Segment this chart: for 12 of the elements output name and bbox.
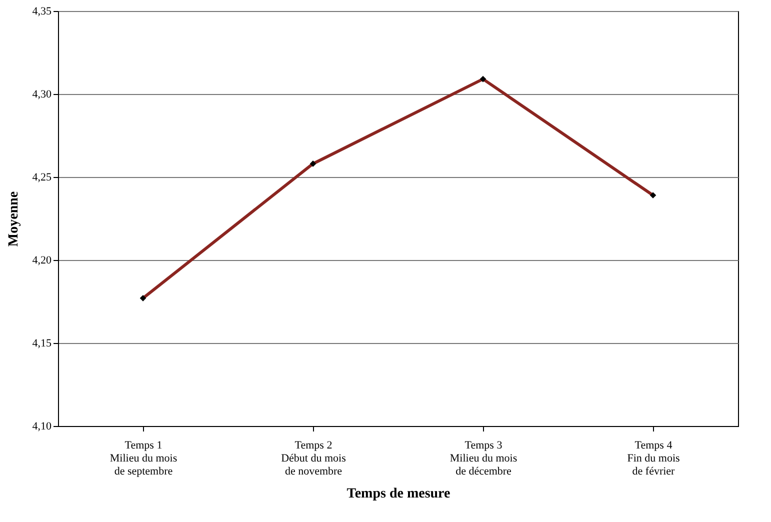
y-tick-label: 4,25	[32, 172, 52, 184]
x-tick-label: Temps 4 Fin du mois de février	[627, 440, 680, 478]
y-tick-label: 4,30	[32, 88, 52, 100]
x-tick-label: Temps 3 Milieu du mois de décembre	[450, 440, 518, 478]
y-tick-label: 4,35	[32, 6, 52, 18]
y-tick-label: 4,20	[32, 254, 52, 266]
x-tick-label: Temps 2 Début du mois de novembre	[281, 440, 346, 478]
x-tick-label: Temps 1 Milieu du mois de septembre	[110, 440, 178, 478]
y-tick-label: 4,15	[32, 338, 52, 350]
x-axis-title: Temps de mesure	[346, 486, 450, 502]
y-axis-title: Moyenne	[6, 191, 22, 247]
y-tick-label: 4,10	[32, 420, 52, 432]
